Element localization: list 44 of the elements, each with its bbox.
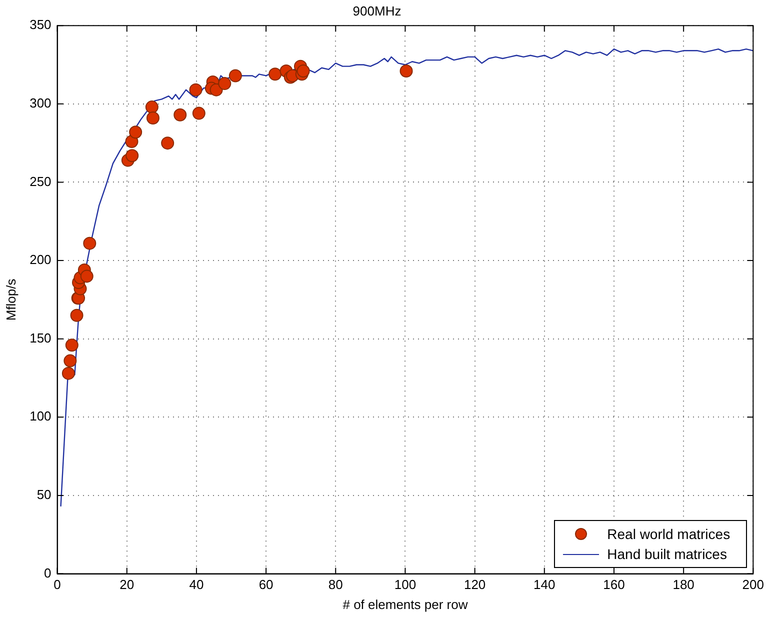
x-tick-label: 100	[394, 577, 416, 592]
x-tick-label: 40	[189, 577, 204, 592]
point	[146, 112, 160, 125]
point	[80, 270, 94, 283]
x-tick-label: 160	[603, 577, 625, 592]
point	[296, 64, 310, 78]
point	[400, 64, 413, 78]
y-tick-label: 100	[30, 408, 52, 424]
y-tick-label: 50	[36, 487, 52, 502]
legend-label: Real world matrices	[607, 526, 730, 542]
x-tick-label: 180	[672, 577, 694, 592]
y-tick-label: 350	[30, 17, 52, 32]
y-tick-label: 150	[30, 330, 52, 346]
y-axis-title: Mflop/s	[3, 278, 18, 321]
x-tick-label: 60	[258, 577, 274, 592]
point	[129, 126, 142, 139]
point	[228, 69, 242, 82]
point	[126, 149, 139, 162]
point	[70, 308, 84, 322]
x-tick-label: 140	[534, 577, 556, 592]
x-tick-label: 20	[120, 577, 134, 592]
x-tick-label: 120	[464, 577, 486, 592]
legend-label: Hand built matrices	[607, 546, 727, 562]
x-axis-title: # of elements per row	[342, 596, 468, 612]
point	[210, 83, 223, 96]
x-tick-label: 200	[742, 577, 764, 592]
chart-title: 900MHz	[352, 3, 402, 18]
y-tick-label: 250	[30, 174, 52, 189]
x-tick-label: 0	[54, 577, 61, 592]
y-tick-label: 300	[30, 95, 52, 110]
point	[189, 83, 202, 96]
point	[174, 108, 187, 122]
point	[218, 77, 232, 90]
point	[161, 136, 174, 150]
y-tick-label: 200	[30, 252, 52, 268]
y-tick-label: 0	[44, 565, 52, 580]
point	[192, 106, 206, 120]
point	[145, 100, 158, 114]
point	[83, 236, 96, 250]
point	[62, 366, 75, 380]
point	[268, 68, 282, 81]
point	[65, 338, 78, 352]
point	[64, 354, 77, 368]
x-tick-label: 80	[328, 577, 343, 592]
